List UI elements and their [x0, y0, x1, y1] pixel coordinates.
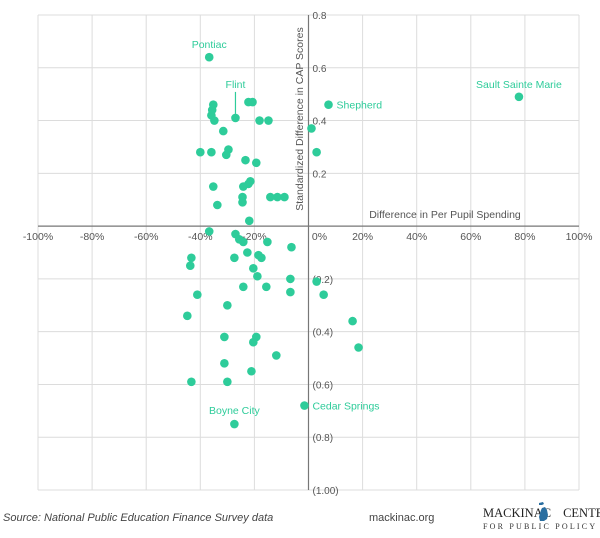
- data-point: [213, 200, 222, 210]
- x-tick-label: -60%: [134, 231, 159, 243]
- data-point-labeled: [300, 401, 309, 410]
- logo-left-word: MACKINAC: [483, 506, 552, 520]
- logo-tagline: FOR PUBLIC POLICY: [483, 522, 598, 531]
- data-point-labeled: [231, 113, 240, 123]
- y-tick-label: (0.4): [313, 328, 334, 339]
- data-point: [263, 237, 272, 247]
- data-point-labeled: [230, 419, 239, 429]
- data-point: [264, 116, 273, 125]
- logo-wordmark: MACKINAC CENTER: [483, 506, 600, 521]
- data-point: [241, 155, 250, 165]
- x-tick-label: 20%: [352, 231, 373, 243]
- data-point-labeled: [204, 52, 214, 62]
- y-tick-label: (0.6): [313, 380, 334, 391]
- y-tick-label: (0.8): [313, 433, 334, 444]
- data-point: [238, 198, 247, 207]
- data-point: [246, 176, 255, 186]
- site-link[interactable]: mackinac.org: [369, 512, 435, 524]
- data-point: [223, 377, 232, 387]
- logo-right-word: CENTER: [563, 506, 600, 520]
- data-point: [272, 351, 281, 360]
- data-point: [312, 147, 321, 157]
- data-point: [223, 300, 232, 310]
- data-point: [193, 290, 202, 300]
- point-label: Pontiac: [192, 39, 227, 51]
- x-axis-title: Difference in Per Pupil Spending: [369, 209, 521, 221]
- data-point: [183, 311, 192, 321]
- data-point: [307, 124, 316, 133]
- data-point: [221, 150, 231, 160]
- data-point: [253, 271, 262, 281]
- data-point: [239, 282, 248, 292]
- y-axis-title: Standardized Difference in CAP Scores: [294, 27, 306, 210]
- data-point: [243, 248, 252, 257]
- x-tick-label: -20%: [242, 231, 267, 243]
- y-tick-label: 0.6: [313, 64, 327, 75]
- data-point: [244, 216, 254, 226]
- data-point: [239, 237, 248, 247]
- data-point: [249, 264, 258, 273]
- data-point: [257, 253, 266, 263]
- data-point-labeled: [514, 92, 524, 102]
- point-label: Sault Sainte Marie: [476, 79, 562, 91]
- y-tick-label: 0.4: [313, 117, 327, 128]
- data-point: [348, 316, 357, 326]
- data-point: [248, 97, 257, 107]
- data-point: [286, 274, 295, 284]
- data-point: [207, 147, 216, 157]
- data-point: [196, 147, 205, 157]
- data-point: [249, 337, 258, 347]
- data-point: [220, 332, 229, 342]
- x-tick-label: -100%: [23, 231, 53, 243]
- data-point: [210, 116, 219, 125]
- michigan-icon: [539, 502, 548, 521]
- data-point: [319, 290, 328, 300]
- point-label: Shepherd: [337, 100, 383, 112]
- x-tick-label: 40%: [406, 231, 427, 243]
- data-point: [354, 343, 363, 352]
- data-point: [287, 242, 296, 252]
- x-tick-label: 60%: [460, 231, 481, 243]
- data-point: [262, 282, 271, 292]
- y-tick-label: (0.2): [313, 275, 334, 286]
- data-point: [187, 377, 196, 387]
- x-tick-label: 100%: [566, 231, 593, 243]
- source-note: Source: National Public Education Financ…: [3, 512, 274, 524]
- data-point: [280, 192, 289, 202]
- data-point: [230, 253, 239, 263]
- x-tick-label: -80%: [80, 231, 105, 243]
- data-point: [187, 253, 196, 263]
- mackinac-center-logo: MACKINAC CENTER FOR PUBLIC POLICY: [483, 502, 600, 536]
- data-point: [185, 261, 195, 270]
- data-point: [312, 277, 321, 286]
- x-tick-label: 80%: [514, 231, 535, 243]
- data-point: [208, 182, 218, 191]
- data-point-labeled: [324, 100, 333, 110]
- data-point: [220, 359, 229, 368]
- data-point: [286, 287, 295, 297]
- point-label: Cedar Springs: [312, 401, 379, 413]
- y-tick-label: 0.8: [313, 11, 327, 22]
- data-point: [218, 126, 228, 136]
- y-tick-label: 0.2: [313, 169, 327, 180]
- y-tick-label: (1.00): [313, 486, 339, 497]
- data-point: [204, 227, 214, 236]
- data-point: [266, 192, 275, 202]
- x-tick-label: 0%: [312, 231, 327, 243]
- point-label: Flint: [226, 79, 246, 91]
- data-point: [251, 158, 261, 168]
- data-point: [247, 366, 256, 376]
- point-label: Boyne City: [209, 405, 261, 417]
- data-point: [255, 116, 264, 125]
- data-point: [273, 192, 282, 202]
